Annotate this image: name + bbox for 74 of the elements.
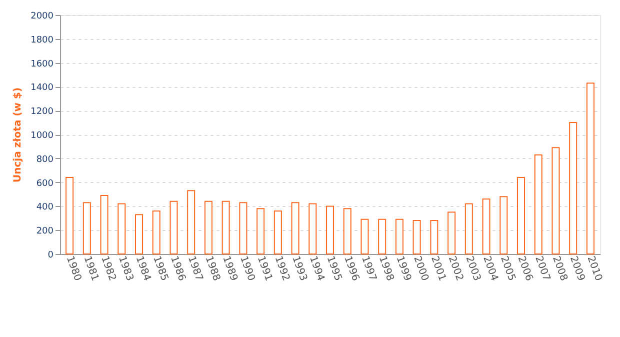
bar <box>170 200 178 254</box>
x-tick-label: 1990 <box>238 254 257 282</box>
x-tick-label: 1992 <box>272 254 292 282</box>
x-tick-label: 2008 <box>550 254 570 282</box>
x-tick-label: 2007 <box>532 254 552 282</box>
bar <box>326 206 334 254</box>
x-tick-label: 1994 <box>307 254 326 282</box>
bar <box>118 203 126 254</box>
y-tick-label: 800 <box>36 154 54 165</box>
bar <box>256 208 265 254</box>
x-tick-label: 1993 <box>290 254 309 282</box>
bar <box>274 210 282 254</box>
bar <box>378 218 386 254</box>
x-tick-label: 1998 <box>376 254 396 282</box>
bar <box>464 203 473 254</box>
bar <box>239 202 248 254</box>
bar <box>516 177 525 254</box>
x-tick-label: 1991 <box>254 254 274 282</box>
bar <box>412 220 421 254</box>
x-tick-label: 1997 <box>359 254 378 282</box>
x-tick-label: 2000 <box>411 254 430 282</box>
x-tick-label: 2003 <box>463 254 482 282</box>
x-tick-label: 1987 <box>185 254 204 282</box>
x-tick-label: 1985 <box>150 254 170 282</box>
y-tick-label: 1000 <box>30 131 54 141</box>
bar <box>569 122 578 254</box>
x-tick-label: 2002 <box>446 254 465 282</box>
x-tick-label: 1983 <box>116 254 136 282</box>
bar <box>291 202 300 254</box>
bar <box>82 202 91 254</box>
x-tick-label: 1986 <box>168 254 188 282</box>
y-tick-label: 200 <box>36 226 54 237</box>
bar <box>152 210 160 254</box>
y-tick-label: 1200 <box>30 107 54 118</box>
x-tick-label: 2004 <box>480 254 500 282</box>
bar <box>308 203 317 254</box>
y-tick-label: 1800 <box>30 35 54 46</box>
bar <box>482 198 490 254</box>
x-tick-label: 1982 <box>98 254 118 282</box>
x-tick-label: 2010 <box>584 254 604 282</box>
y-tick-label: 400 <box>36 202 54 213</box>
bar <box>135 214 144 254</box>
x-tick-label: 1988 <box>202 254 222 282</box>
x-tick-label: 1981 <box>81 254 100 282</box>
x-tick-label: 2009 <box>567 254 586 282</box>
x-tick-label: 2006 <box>515 254 534 282</box>
x-tick-label: 1984 <box>133 254 152 282</box>
bar <box>552 147 560 254</box>
x-tick-label: 2005 <box>498 254 518 282</box>
bar <box>66 177 74 254</box>
bar <box>534 154 542 254</box>
bar <box>360 218 369 254</box>
bar <box>586 82 594 254</box>
y-tick-label: 0 <box>48 250 54 260</box>
bar <box>500 196 508 254</box>
x-tick-label: 2001 <box>428 254 448 282</box>
y-tick-label: 1400 <box>30 83 54 94</box>
y-tick-label: 1600 <box>30 59 54 70</box>
bar <box>204 200 212 254</box>
bar <box>222 200 230 254</box>
x-tick-label: 1989 <box>220 254 240 282</box>
bar <box>448 212 456 254</box>
bar <box>187 190 196 254</box>
bar <box>430 220 438 254</box>
x-tick-label: 1999 <box>394 254 413 282</box>
x-tick-label: 1995 <box>324 254 344 282</box>
y-tick-label: 600 <box>36 178 54 189</box>
bar <box>100 194 108 254</box>
x-tick-label: 1980 <box>64 254 83 282</box>
y-tick-label: 2000 <box>30 12 54 22</box>
x-tick-label: 1996 <box>342 254 361 282</box>
y-axis-title: Uncja złota (w $) <box>12 87 24 183</box>
bar <box>343 208 352 254</box>
bar <box>395 218 404 254</box>
